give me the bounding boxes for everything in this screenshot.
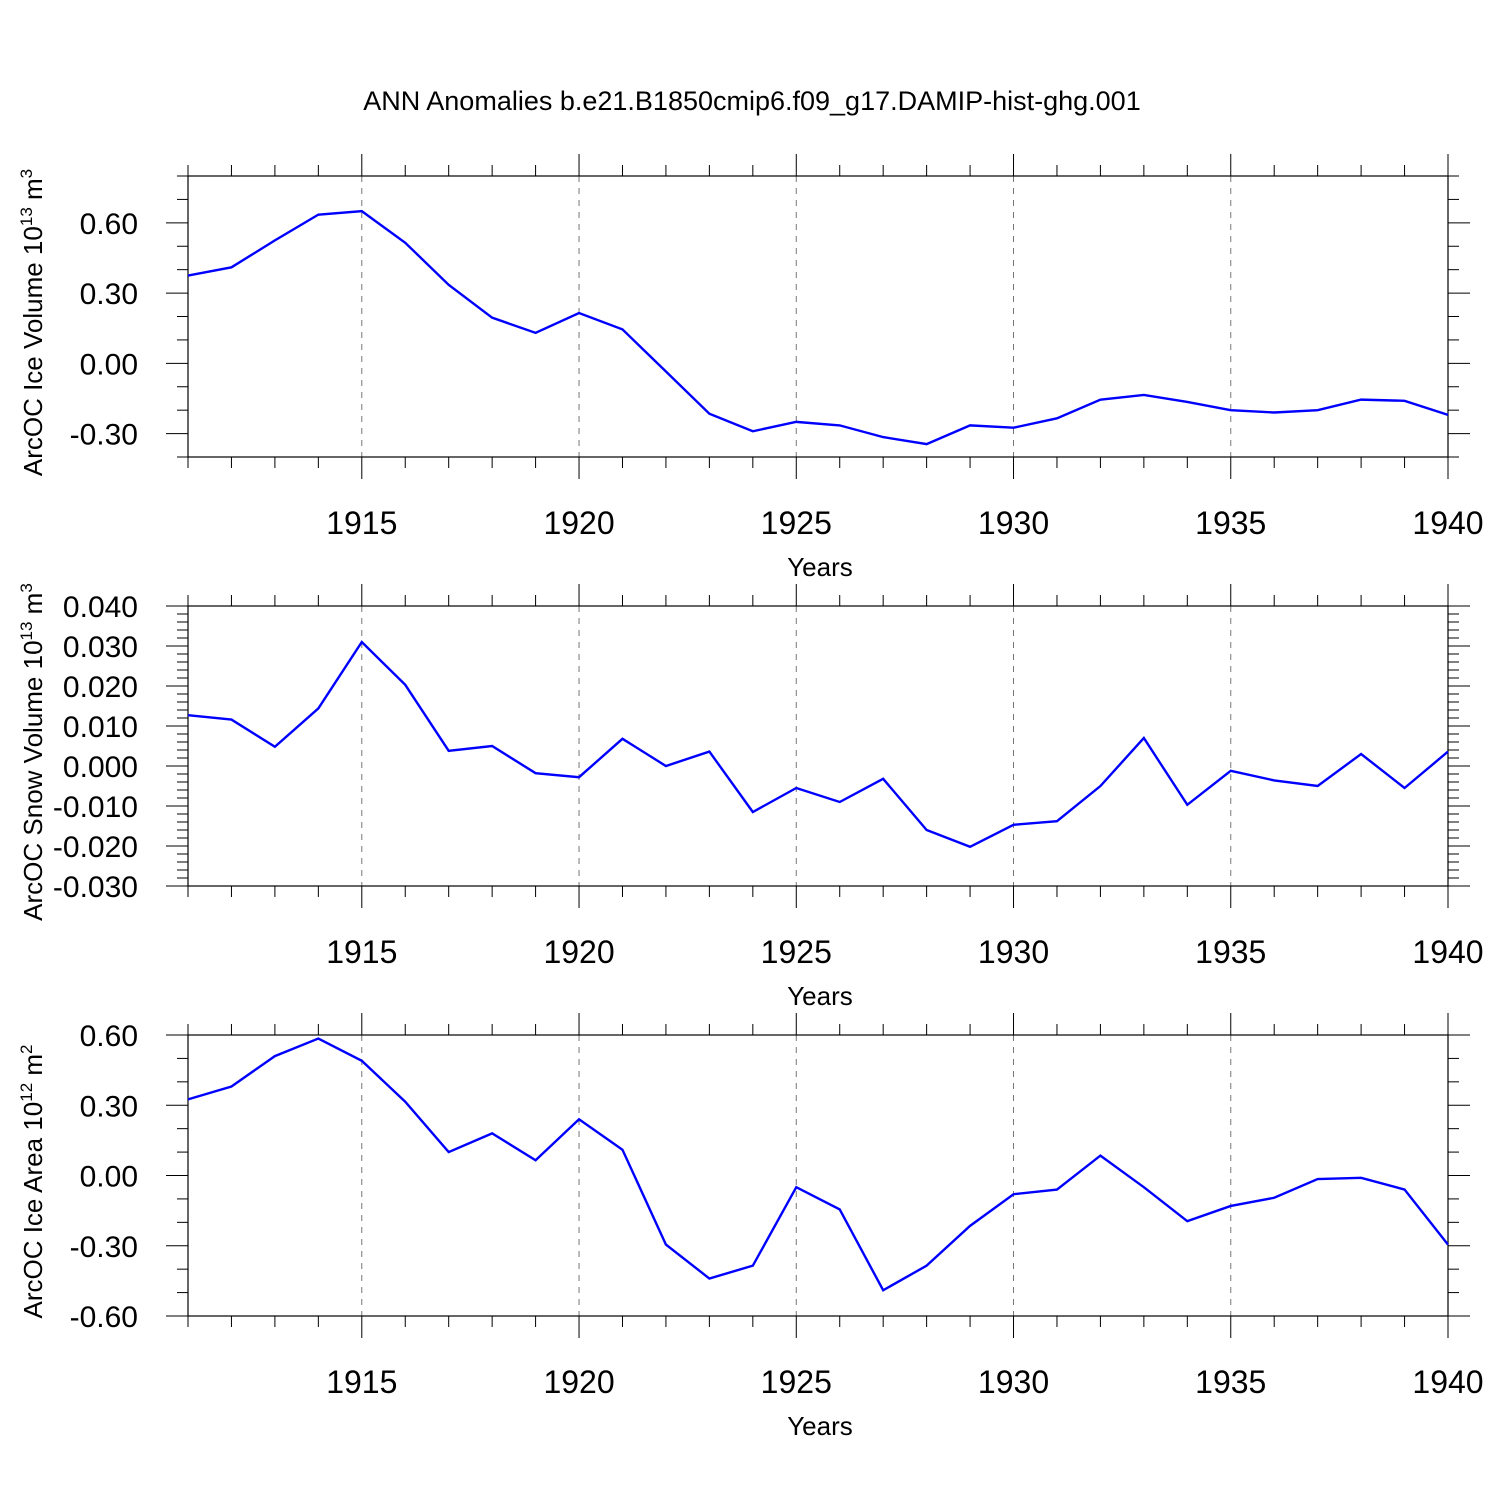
y-axis-title: ArcOC Ice Area 1012 m2 [17, 1044, 48, 1318]
y-tick-label: -0.020 [53, 831, 138, 864]
y-tick-label: 0.60 [80, 1020, 138, 1053]
y-tick-label: 0.020 [63, 671, 138, 704]
x-tick-label: 1920 [543, 505, 614, 541]
y-tick-label: 0.00 [80, 348, 138, 381]
panels: 1915 1920 1925 1930 1935 1940 0.60 0.30 0.00 -0.3… [17, 154, 1484, 1441]
x-tick-label: 1930 [978, 505, 1049, 541]
x-tick-label: 1930 [978, 934, 1049, 970]
y-tick-label: 0.030 [63, 631, 138, 664]
x-tick-label: 1935 [1195, 505, 1266, 541]
series-line-1 [188, 211, 1448, 444]
y-tick-label: -0.60 [70, 1301, 138, 1334]
x-axis-title: Years [787, 552, 853, 582]
x-tick-label: 1915 [326, 1364, 397, 1400]
series-line-1 [188, 1039, 1448, 1291]
figure-title: ANN Anomalies b.e21.B1850cmip6.f09_g17.D… [363, 86, 1140, 116]
x-tick-label: 1935 [1195, 934, 1266, 970]
x-tick-label: 1920 [543, 934, 614, 970]
plot-frame [188, 176, 1448, 457]
y-tick-label: 0.010 [63, 711, 138, 744]
x-tick-label: 1915 [326, 505, 397, 541]
series-line-1 [188, 642, 1448, 847]
y-tick-label: -0.010 [53, 791, 138, 824]
y-tick-label: 0.000 [63, 751, 138, 784]
y-tick-label: 0.30 [80, 278, 138, 311]
x-tick-label: 1925 [761, 934, 832, 970]
x-tick-label: 1940 [1412, 505, 1483, 541]
x-tick-label: 1920 [543, 1364, 614, 1400]
y-tick-label: -0.30 [70, 419, 138, 452]
x-axis-title: Years [787, 1411, 853, 1441]
x-tick-label: 1930 [978, 1364, 1049, 1400]
y-tick-label: 0.040 [63, 591, 138, 624]
panel-2: 1915 1920 1925 1930 1935 1940 0.040 0.030 0.020 0… [17, 583, 1484, 1011]
x-tick-label: 1940 [1412, 934, 1483, 970]
y-tick-label: -0.30 [70, 1231, 138, 1264]
x-axis-title: Years [787, 981, 853, 1011]
y-axis-title: ArcOC Snow Volume 1013 m3 [17, 583, 48, 921]
x-tick-label: 1925 [761, 1364, 832, 1400]
y-tick-label: -0.030 [53, 871, 138, 904]
x-tick-label: 1935 [1195, 1364, 1266, 1400]
x-tick-label: 1915 [326, 934, 397, 970]
panel-3: 1915 1920 1925 1930 1935 1940 0.60 0.30 0.00 -0.3… [17, 1013, 1484, 1441]
x-tick-label: 1940 [1412, 1364, 1483, 1400]
y-tick-label: 0.00 [80, 1161, 138, 1194]
y-tick-label: 0.30 [80, 1090, 138, 1123]
panel-1: 1915 1920 1925 1930 1935 1940 0.60 0.30 0.00 -0.3… [17, 154, 1484, 582]
plot-frame [188, 1035, 1448, 1316]
x-tick-label: 1925 [761, 505, 832, 541]
plot-frame [188, 606, 1448, 886]
y-tick-label: 0.60 [80, 208, 138, 241]
y-axis-title: ArcOC Ice Volume 1013 m3 [17, 169, 48, 476]
